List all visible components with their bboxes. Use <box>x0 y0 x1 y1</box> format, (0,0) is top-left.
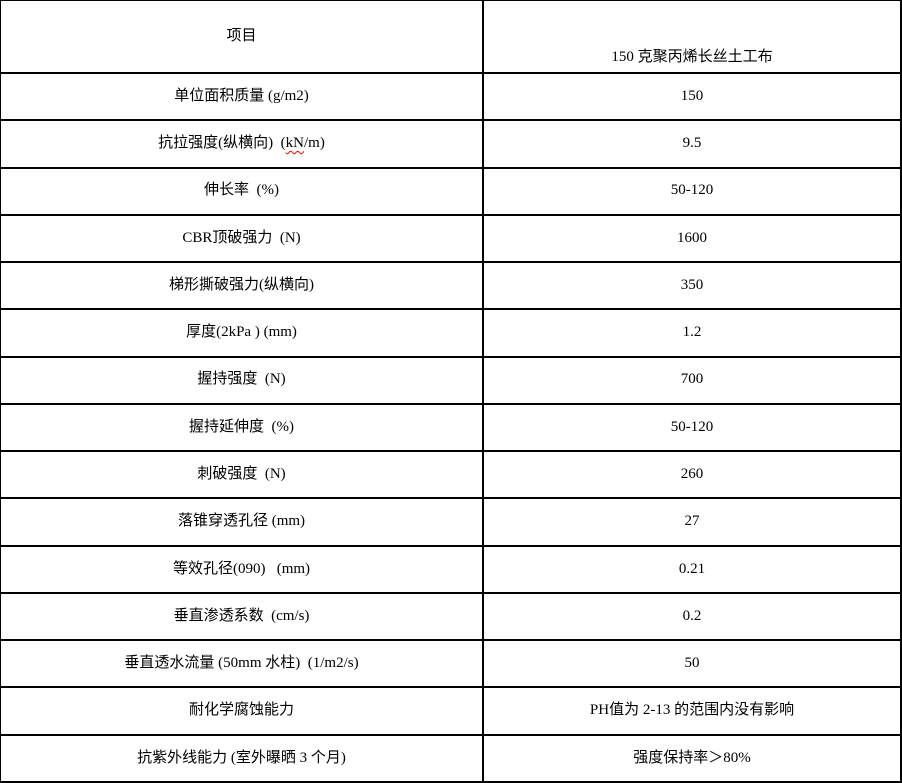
row-label: 垂直透水流量 (50mm 水柱) (1/m2/s) <box>1 639 482 686</box>
row-value: 0.21 <box>482 544 900 592</box>
row-label: 耐化学腐蚀能力 <box>1 686 482 733</box>
row-label: 抗拉强度(纵横向) (kN/m) <box>1 119 482 166</box>
row-value: 150 <box>482 72 900 120</box>
row-value: PH值为 2-13 的范围内没有影响 <box>482 686 900 734</box>
row-value: 50-120 <box>482 402 900 451</box>
spellcheck-underlined-text: kN <box>285 135 304 152</box>
row-label: 伸长率 (%) <box>1 166 482 214</box>
row-value: 50-120 <box>482 166 900 214</box>
row-label: 梯形撕破强力(纵横向) <box>1 261 482 308</box>
row-label: 等效孔径(090) (mm) <box>1 544 482 592</box>
row-label: 落锥穿透孔径 (mm) <box>1 497 482 544</box>
row-value: 0.2 <box>482 591 900 640</box>
row-value: 350 <box>482 261 900 309</box>
row-value: 1.2 <box>482 308 900 356</box>
row-label: 垂直渗透系数 (cm/s) <box>1 591 482 639</box>
row-label: 握持强度 (N) <box>1 355 482 403</box>
row-label-prefix: 抗拉强度(纵横向) ( <box>158 135 286 152</box>
row-label: 单位面积质量 (g/m2) <box>1 72 482 119</box>
row-label-suffix: /m) <box>304 135 325 152</box>
row-value: 强度保持率＞80% <box>482 733 900 781</box>
row-label: 刺破强度 (N) <box>1 450 482 497</box>
row-label: 握持延伸度 (%) <box>1 402 482 450</box>
row-label: CBR顶破强力 (N) <box>1 213 482 261</box>
row-value: 260 <box>482 450 900 498</box>
row-value: 700 <box>482 355 900 403</box>
row-value: 27 <box>482 497 900 545</box>
row-label: 抗紫外线能力 (室外曝晒 3 个月) <box>1 733 482 781</box>
header-item-column: 项目 <box>226 27 257 44</box>
row-value: 9.5 <box>482 119 900 167</box>
row-value: 50 <box>482 639 900 687</box>
header-value-column: 150 克聚丙烯长丝土工布 <box>482 1 900 72</box>
row-value: 1600 <box>482 213 900 262</box>
row-label: 厚度(2kPa ) (mm) <box>1 308 482 355</box>
